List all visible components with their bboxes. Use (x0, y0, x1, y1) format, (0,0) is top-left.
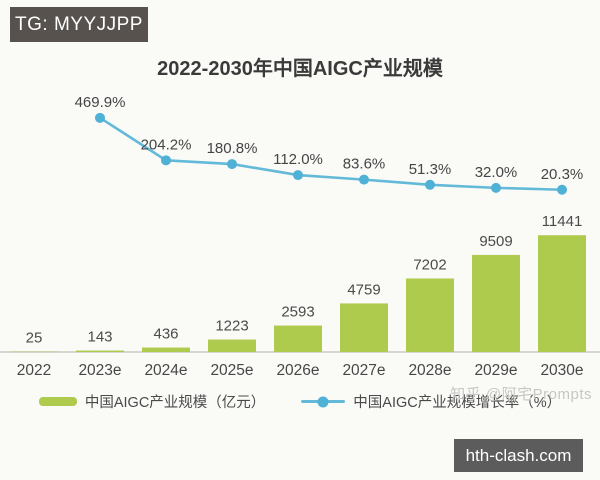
x-axis-tick-label: 2024e (144, 362, 187, 379)
legend-label-bar-series: 中国AIGC产业规模（亿元） (84, 395, 266, 411)
website-badge: hth-clash.com (454, 439, 583, 472)
x-axis-tick-label: 2026e (276, 362, 319, 379)
bar-2024e (142, 347, 190, 352)
bar-2029e (472, 254, 520, 352)
bar-value-label: 1223 (215, 318, 248, 335)
bar-value-label: 143 (87, 329, 112, 346)
growth-rate-label: 204.2% (141, 136, 192, 153)
bar-2025e (208, 339, 256, 352)
bar-value-label: 25 (26, 330, 43, 347)
x-axis-tick-label: 2023e (78, 362, 121, 379)
chart-legend: 中国AIGC产业规模（亿元） 中国AIGC产业规模增长率（%） (0, 391, 600, 412)
growth-rate-label: 20.3% (541, 166, 584, 183)
bar-value-label: 436 (153, 326, 178, 343)
telegram-badge: TG: MYYJJPP (10, 7, 148, 42)
x-axis-tick-label: 2030e (540, 362, 583, 379)
bar-2027e (340, 303, 388, 352)
bar-2030e (538, 235, 586, 352)
growth-rate-label: 51.3% (409, 161, 452, 178)
growth-point-marker (95, 112, 105, 123)
growth-rate-line (99, 116, 563, 192)
bar-value-label: 11441 (542, 213, 583, 230)
bar-2028e (406, 278, 454, 352)
legend-item-bar-series: 中国AIGC产业规模（亿元） (38, 391, 266, 412)
bar-series-swatch-icon (38, 397, 77, 406)
legend-label-line-series: 中国AIGC产业规模增长率（%） (353, 395, 562, 411)
bar-value-label: 2593 (281, 304, 314, 321)
growth-point-marker (161, 155, 171, 166)
x-axis-tick-label: 2022 (17, 362, 51, 379)
line-marker-icon (317, 396, 329, 407)
x-axis-tick-label: 2028e (408, 362, 451, 379)
growth-point-marker (227, 159, 237, 170)
growth-point-marker (293, 170, 303, 181)
x-axis-tick-label: 2029e (474, 362, 517, 379)
line-series-swatch-icon (301, 396, 346, 407)
growth-point-marker (491, 182, 501, 193)
growth-point-marker (557, 184, 567, 195)
legend-item-line-series: 中国AIGC产业规模增长率（%） (301, 391, 561, 412)
growth-rate-label: 180.8% (207, 140, 258, 157)
bar-value-label: 4759 (347, 281, 380, 298)
bar-value-label: 9509 (479, 233, 512, 250)
chart-title: 2022-2030年中国AIGC产业规模 (157, 58, 443, 80)
x-axis-tick-label: 2027e (342, 362, 385, 379)
x-axis-tick-label: 2025e (210, 362, 253, 379)
growth-point-marker (425, 179, 435, 190)
bar-value-label: 7202 (413, 256, 446, 273)
growth-rate-label: 32.0% (475, 164, 518, 181)
growth-rate-label: 83.6% (343, 156, 386, 173)
growth-rate-label: 112.0% (273, 151, 323, 168)
growth-point-marker (359, 174, 369, 185)
bar-2023e (76, 350, 124, 352)
bar-2026e (274, 325, 322, 352)
growth-rate-label: 469.9% (75, 94, 126, 111)
